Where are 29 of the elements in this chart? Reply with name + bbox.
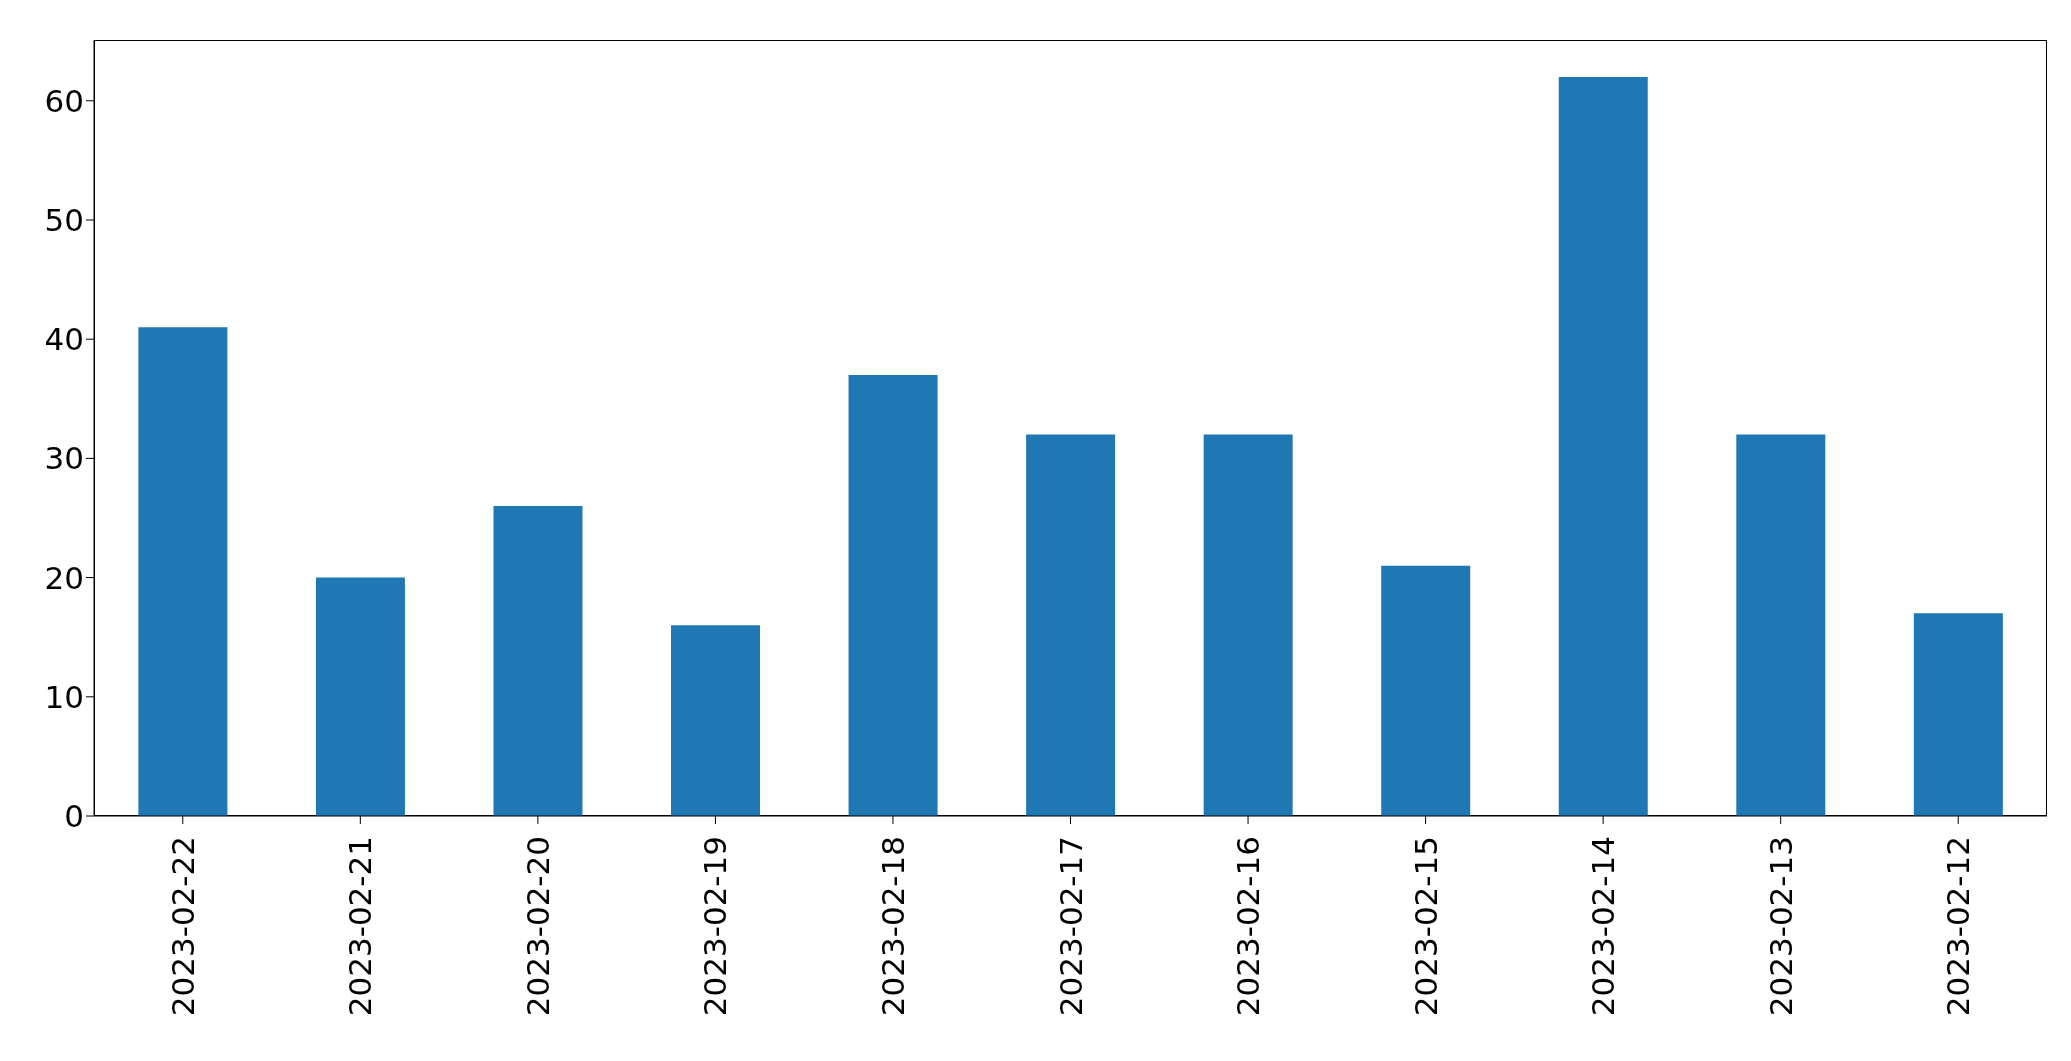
y-tick-label: 20 xyxy=(44,559,84,596)
y-tick-label: 50 xyxy=(44,202,84,238)
bar xyxy=(315,577,405,816)
bar xyxy=(1736,434,1826,816)
x-tick-label: 2023-02-14 xyxy=(1585,836,1622,1017)
y-tick-label: 0 xyxy=(64,798,84,835)
x-tick-label: 2023-02-16 xyxy=(1230,836,1267,1017)
x-tick-label: 2023-02-12 xyxy=(1940,836,1977,1017)
x-tick-label: 2023-02-17 xyxy=(1052,836,1089,1017)
x-tick-label: 2023-02-15 xyxy=(1407,836,1444,1017)
x-tick-label: 2023-02-21 xyxy=(342,836,379,1017)
bar xyxy=(1558,76,1648,816)
y-tick-label: 10 xyxy=(44,678,84,715)
x-tick-label: 2023-02-13 xyxy=(1762,836,1799,1017)
y-tick-label: 60 xyxy=(44,82,84,119)
x-tick-label: 2023-02-19 xyxy=(697,836,734,1017)
bar xyxy=(493,506,583,816)
x-tick-label: 2023-02-22 xyxy=(164,836,201,1017)
bar xyxy=(1203,434,1293,816)
y-tick-label: 30 xyxy=(44,440,84,477)
x-tick-label: 2023-02-18 xyxy=(874,836,911,1017)
bar xyxy=(1913,613,2003,816)
bar xyxy=(138,327,228,816)
y-tick-label: 40 xyxy=(44,321,84,358)
bar xyxy=(848,374,938,816)
bar xyxy=(1026,434,1116,816)
x-tick-label: 2023-02-20 xyxy=(519,836,556,1017)
bar xyxy=(1381,565,1471,816)
bar xyxy=(671,625,761,816)
